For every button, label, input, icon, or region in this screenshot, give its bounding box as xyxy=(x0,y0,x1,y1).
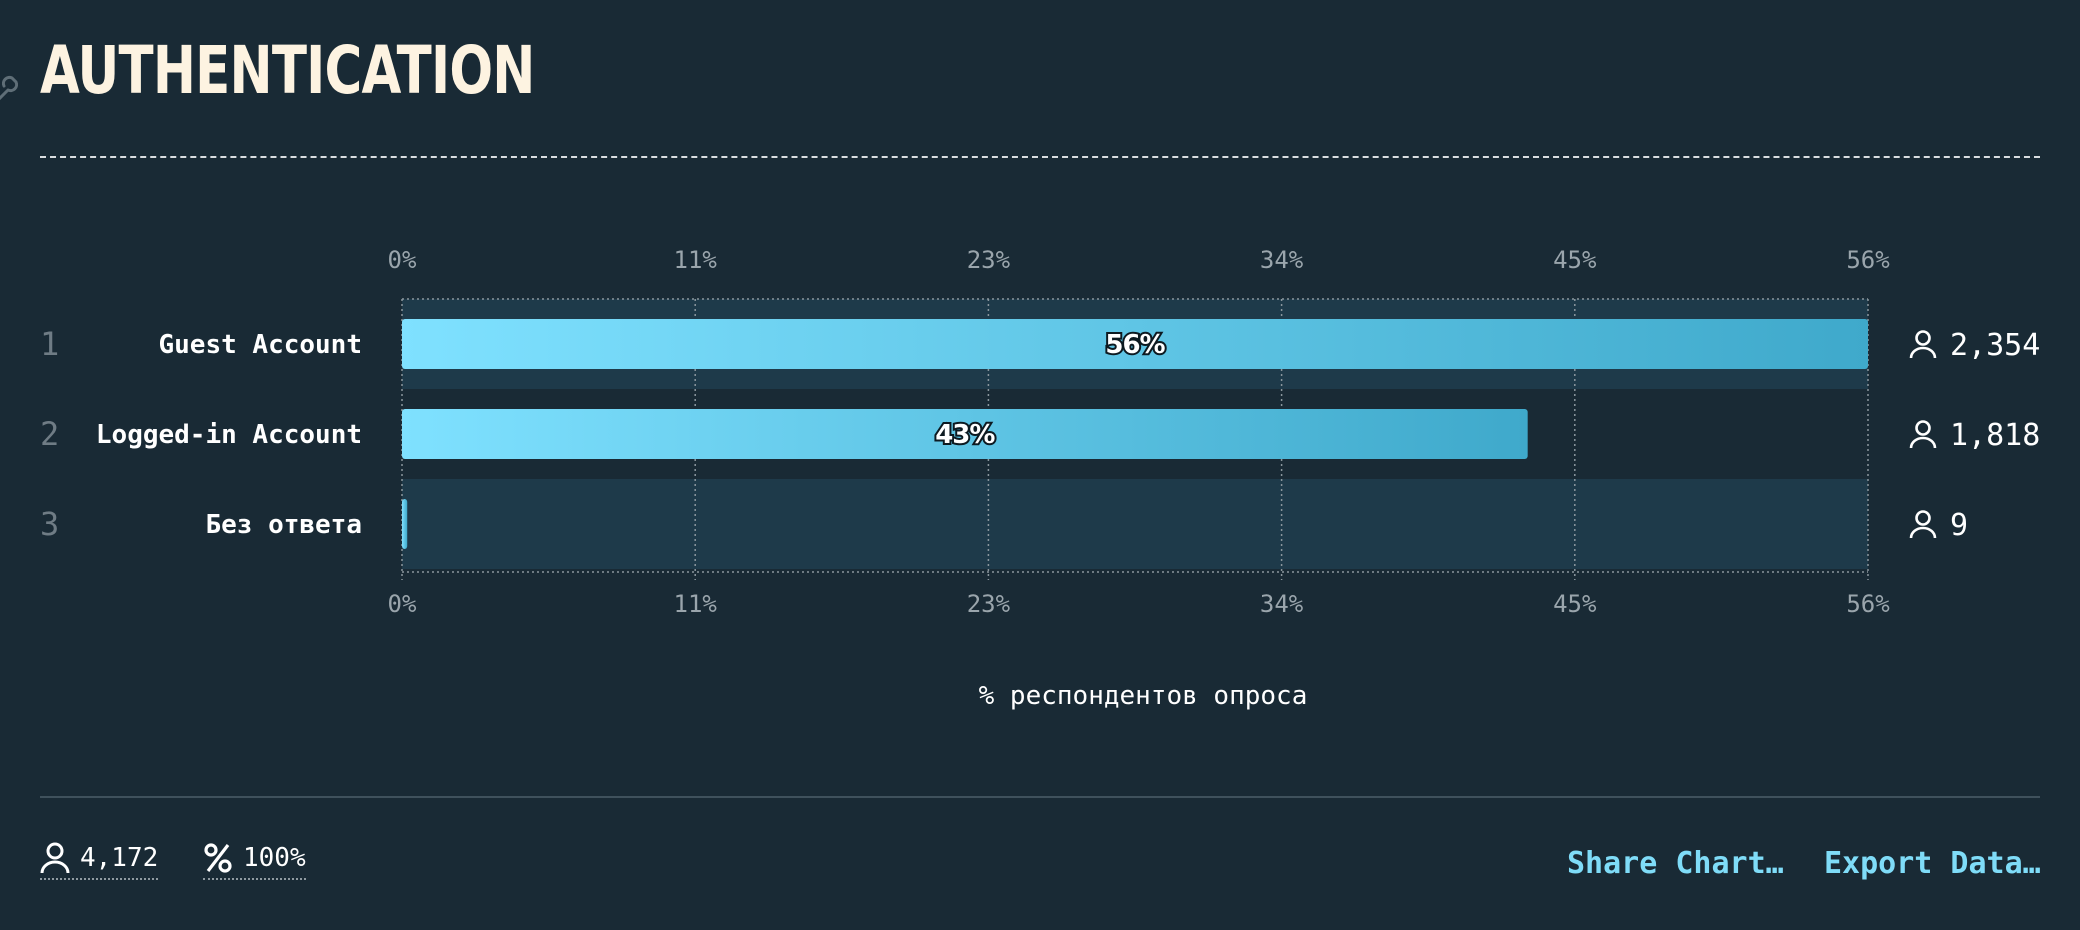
x-tick-label-bottom: 0% xyxy=(388,590,417,618)
share-chart-link[interactable]: Share Chart… xyxy=(1567,846,1784,881)
x-tick-label-bottom: 34% xyxy=(1260,590,1304,618)
person-icon xyxy=(40,842,70,874)
x-tick-label-top: 34% xyxy=(1260,246,1304,274)
x-axis-title: % респондентов опроса xyxy=(979,681,1308,711)
percent-icon xyxy=(204,843,232,873)
x-tick-label-bottom: 23% xyxy=(967,590,1011,618)
row-band xyxy=(402,479,1868,569)
x-tick-label-bottom: 56% xyxy=(1846,590,1890,618)
page-title: AUTHENTICATION xyxy=(40,32,535,109)
bar[interactable] xyxy=(402,499,408,549)
x-tick-label-bottom: 45% xyxy=(1553,590,1597,618)
x-tick-label-top: 45% xyxy=(1553,246,1597,274)
person-icon xyxy=(1909,330,1937,359)
row-rank: 2 xyxy=(40,415,59,453)
bar-value-label: 43% xyxy=(935,420,995,450)
total-percent[interactable]: 100% xyxy=(203,842,306,880)
respondent-count: 9 xyxy=(1950,508,1968,543)
x-tick-label-top: 0% xyxy=(388,246,417,274)
title-divider xyxy=(40,156,2040,158)
category-label: Без ответа xyxy=(205,510,362,540)
person-icon xyxy=(1909,420,1937,449)
link-icon[interactable] xyxy=(0,74,24,104)
x-tick-label-bottom: 11% xyxy=(674,590,718,618)
bar[interactable] xyxy=(402,319,1868,369)
total-respondents[interactable]: 4,172 xyxy=(40,842,159,880)
person-icon xyxy=(1909,510,1937,539)
export-data-link[interactable]: Export Data… xyxy=(1824,846,2041,881)
x-tick-label-top: 56% xyxy=(1846,246,1890,274)
row-rank: 3 xyxy=(40,505,59,543)
footer-divider xyxy=(40,796,2040,798)
total-percent-value: 100% xyxy=(243,843,306,873)
row-rank: 1 xyxy=(40,325,59,363)
respondent-count: 1,818 xyxy=(1950,418,2040,453)
category-label: Guest Account xyxy=(159,330,363,360)
bar[interactable] xyxy=(402,409,1528,459)
total-respondents-value: 4,172 xyxy=(80,843,159,873)
bar-chart: 0% 0% 11% 11% 23% 23% 34% 34% 45% 45% 56% 56% 56% 1 Gu… xyxy=(40,246,2040,711)
respondent-count: 2,354 xyxy=(1950,328,2040,363)
x-tick-label-top: 11% xyxy=(674,246,718,274)
category-label: Logged-in Account xyxy=(96,420,362,450)
bar-value-label: 56% xyxy=(1105,330,1165,360)
x-tick-label-top: 23% xyxy=(967,246,1011,274)
